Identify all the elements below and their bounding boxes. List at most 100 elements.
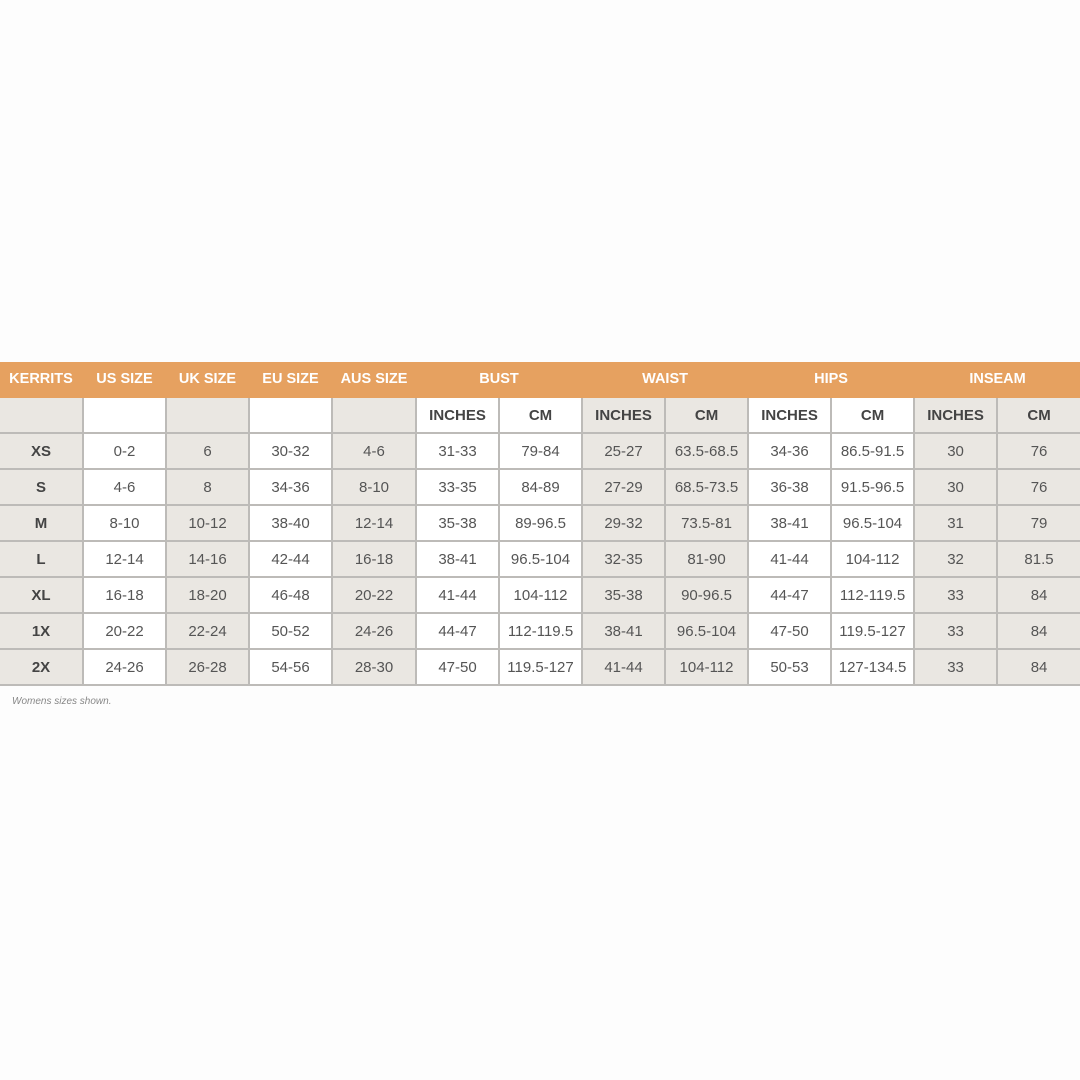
cell-hips-inches: 36-38: [747, 468, 833, 506]
unit-waist-inches: INCHES: [581, 396, 667, 434]
cell-eu-size: 34-36: [248, 468, 333, 506]
size-chart-table: KERRITS US SIZE UK SIZE EU SIZE AUS SIZE…: [0, 362, 1080, 686]
cell-inseam-cm: 84: [996, 576, 1080, 614]
cell-bust-inches: 38-41: [415, 540, 500, 578]
cell-uk-size: 26-28: [165, 648, 250, 686]
cell-waist-cm: 68.5-73.5: [664, 468, 750, 506]
cell-us-size: 0-2: [82, 432, 167, 470]
cell-inseam-cm: 84: [996, 612, 1080, 650]
cell-hips-cm: 119.5-127: [830, 612, 916, 650]
cell-inseam-inches: 30: [913, 432, 999, 470]
unit-bust-cm: CM: [497, 396, 584, 434]
cell-kerrits: 1X: [0, 612, 84, 650]
cell-eu-size: 54-56: [248, 648, 333, 686]
cell-bust-inches: 35-38: [415, 504, 500, 542]
cell-waist-inches: 29-32: [581, 504, 667, 542]
unit-cell-empty: [331, 396, 417, 434]
unit-hips-cm: CM: [830, 396, 916, 434]
cell-eu-size: 38-40: [248, 504, 333, 542]
cell-us-size: 12-14: [82, 540, 167, 578]
cell-eu-size: 30-32: [248, 432, 333, 470]
cell-hips-inches: 41-44: [747, 540, 833, 578]
unit-row: INCHES CM INCHES CM INCHES CM INCHES CM: [0, 396, 1080, 434]
cell-uk-size: 18-20: [165, 576, 250, 614]
cell-waist-inches: 25-27: [581, 432, 667, 470]
cell-inseam-inches: 32: [913, 540, 999, 578]
cell-hips-inches: 50-53: [747, 648, 833, 686]
cell-hips-cm: 91.5-96.5: [830, 468, 916, 506]
cell-hips-inches: 44-47: [747, 576, 833, 614]
cell-waist-cm: 96.5-104: [664, 612, 750, 650]
cell-bust-inches: 31-33: [415, 432, 500, 470]
cell-waist-cm: 90-96.5: [664, 576, 750, 614]
cell-waist-inches: 32-35: [581, 540, 667, 578]
cell-bust-cm: 119.5-127: [497, 648, 584, 686]
cell-eu-size: 50-52: [248, 612, 333, 650]
cell-uk-size: 10-12: [165, 504, 250, 542]
cell-eu-size: 42-44: [248, 540, 333, 578]
cell-us-size: 20-22: [82, 612, 167, 650]
cell-us-size: 4-6: [82, 468, 167, 506]
cell-waist-cm: 73.5-81: [664, 504, 750, 542]
cell-inseam-inches: 33: [913, 612, 999, 650]
cell-hips-inches: 34-36: [747, 432, 833, 470]
cell-waist-cm: 104-112: [664, 648, 750, 686]
cell-uk-size: 14-16: [165, 540, 250, 578]
header-bust: BUST: [414, 362, 584, 398]
cell-inseam-cm: 79: [996, 504, 1080, 542]
cell-kerrits: XL: [0, 576, 84, 614]
header-inseam: INSEAM: [913, 362, 1080, 398]
unit-inseam-cm: CM: [996, 396, 1080, 434]
cell-hips-cm: 96.5-104: [830, 504, 916, 542]
cell-aus-size: 12-14: [331, 504, 417, 542]
cell-waist-cm: 81-90: [664, 540, 750, 578]
cell-bust-cm: 112-119.5: [497, 612, 584, 650]
cell-inseam-inches: 33: [913, 576, 999, 614]
unit-cell-empty: [165, 396, 250, 434]
cell-us-size: 24-26: [82, 648, 167, 686]
header-hips: HIPS: [747, 362, 916, 398]
table-row: S 4-6 8 34-36 8-10 33-35 84-89 27-29 68.5-73.5 36…: [0, 468, 1080, 506]
cell-inseam-cm: 76: [996, 468, 1080, 506]
cell-waist-inches: 41-44: [581, 648, 667, 686]
cell-kerrits: M: [0, 504, 84, 542]
cell-bust-cm: 104-112: [497, 576, 584, 614]
table-row: M 8-10 10-12 38-40 12-14 35-38 89-96.5 29-32 73.…: [0, 504, 1080, 542]
unit-cell-empty: [248, 396, 333, 434]
unit-inseam-inches: INCHES: [913, 396, 999, 434]
cell-hips-cm: 112-119.5: [830, 576, 916, 614]
unit-cell-empty: [0, 396, 84, 434]
cell-uk-size: 6: [165, 432, 250, 470]
unit-waist-cm: CM: [664, 396, 750, 434]
cell-bust-cm: 89-96.5: [497, 504, 584, 542]
cell-aus-size: 16-18: [331, 540, 417, 578]
cell-hips-cm: 127-134.5: [830, 648, 916, 686]
cell-waist-inches: 27-29: [581, 468, 667, 506]
header-kerrits: KERRITS: [0, 362, 84, 398]
table-row: XL 16-18 18-20 46-48 20-22 41-44 104-112 35-38 9…: [0, 576, 1080, 614]
header-waist: WAIST: [581, 362, 750, 398]
table-row: L 12-14 14-16 42-44 16-18 38-41 96.5-104 32-35 8…: [0, 540, 1080, 578]
cell-hips-cm: 86.5-91.5: [830, 432, 916, 470]
cell-us-size: 16-18: [82, 576, 167, 614]
header-eu-size: EU SIZE: [248, 362, 333, 398]
header-uk-size: UK SIZE: [165, 362, 250, 398]
cell-kerrits: XS: [0, 432, 84, 470]
unit-bust-inches: INCHES: [415, 396, 500, 434]
cell-uk-size: 22-24: [165, 612, 250, 650]
unit-hips-inches: INCHES: [747, 396, 833, 434]
cell-aus-size: 24-26: [331, 612, 417, 650]
cell-bust-inches: 33-35: [415, 468, 500, 506]
header-row: KERRITS US SIZE UK SIZE EU SIZE AUS SIZE…: [0, 362, 1080, 398]
cell-inseam-inches: 30: [913, 468, 999, 506]
cell-aus-size: 8-10: [331, 468, 417, 506]
cell-bust-cm: 84-89: [497, 468, 584, 506]
cell-inseam-inches: 33: [913, 648, 999, 686]
footnote: Womens sizes shown.: [12, 696, 112, 707]
cell-aus-size: 20-22: [331, 576, 417, 614]
cell-hips-cm: 104-112: [830, 540, 916, 578]
unit-cell-empty: [82, 396, 167, 434]
cell-inseam-inches: 31: [913, 504, 999, 542]
cell-waist-inches: 35-38: [581, 576, 667, 614]
cell-hips-inches: 38-41: [747, 504, 833, 542]
